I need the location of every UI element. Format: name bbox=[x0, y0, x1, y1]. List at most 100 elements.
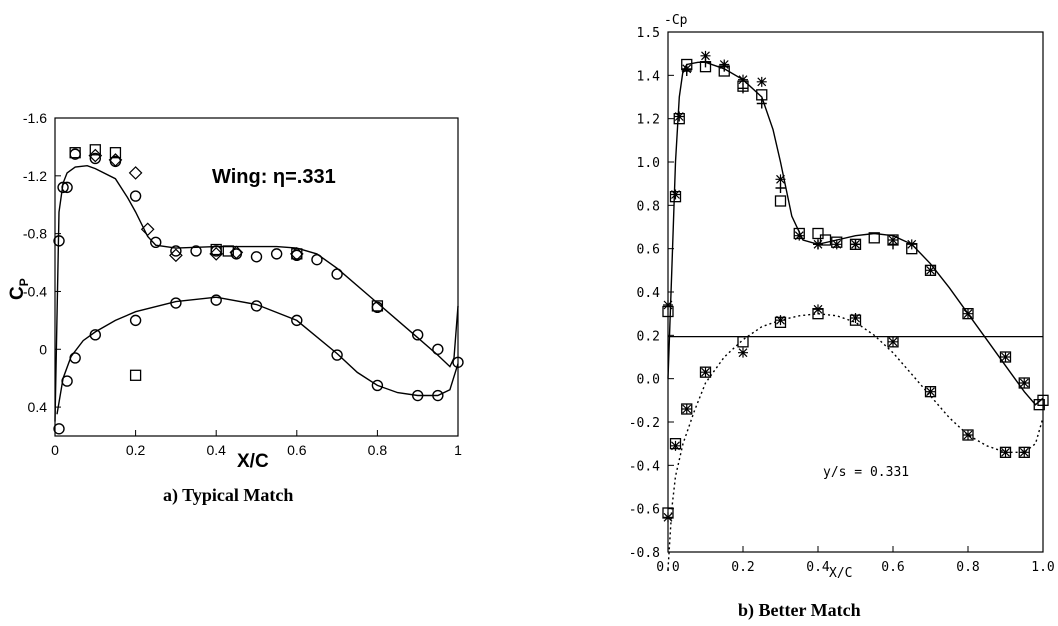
b-star-marker bbox=[1000, 447, 1011, 458]
a-circle-marker bbox=[150, 236, 162, 249]
b-star-marker bbox=[794, 230, 805, 241]
b-x-tick-label: 0.4 bbox=[806, 560, 830, 575]
panel-a-markers bbox=[53, 144, 464, 435]
panel-a-y-ticks: -1.6 -1.2 -0.8 -0.4 0 0.4 bbox=[23, 110, 61, 415]
b-star-marker bbox=[756, 76, 767, 87]
svg-text:CP: CP bbox=[7, 278, 31, 300]
b-star-marker bbox=[1019, 447, 1030, 458]
panel-a-curves bbox=[54, 164, 459, 422]
b-y-tick-label: 1.5 bbox=[637, 26, 660, 41]
a-circle-marker bbox=[412, 329, 424, 341]
a-y-tick-label: -1.2 bbox=[23, 168, 47, 184]
panel-b-chart: 0.0 0.2 0.4 0.6 0.8 1.0 -0.8 -0.6 -0.4 -0.2 0.0 0.… bbox=[629, 13, 1055, 581]
b-lower-curve bbox=[667, 312, 1044, 570]
panel-a-annotation: Wing: η=.331 bbox=[212, 166, 336, 188]
a-circle-marker bbox=[210, 294, 222, 306]
b-plus-marker bbox=[738, 83, 748, 94]
panel-b-caption: b) Better Match bbox=[738, 600, 861, 620]
a-x-tick-label: 0.8 bbox=[368, 442, 388, 458]
a-y-tick-label: -0.4 bbox=[23, 283, 47, 299]
a-diamond-marker bbox=[128, 166, 143, 180]
b-star-marker bbox=[738, 347, 748, 358]
b-star-marker bbox=[663, 300, 673, 310]
a-circle-marker bbox=[57, 181, 69, 194]
b-plus-marker bbox=[700, 57, 711, 68]
a-circle-marker bbox=[89, 329, 102, 341]
b-star-marker bbox=[775, 174, 786, 185]
b-star-marker bbox=[674, 111, 685, 122]
b-x-tick-label: 0.6 bbox=[881, 560, 904, 575]
a-diamond-marker bbox=[108, 153, 123, 167]
a-circle-marker bbox=[452, 356, 464, 368]
panel-a-caption: a) Typical Match bbox=[163, 485, 294, 505]
a-square-marker bbox=[222, 245, 234, 257]
b-y-tick-label: -0.4 bbox=[629, 459, 660, 474]
b-y-tick-label: -0.8 bbox=[629, 546, 660, 561]
a-circle-marker bbox=[89, 152, 102, 165]
panel-a-plot-frame bbox=[54, 117, 459, 437]
a-diamond-marker bbox=[169, 248, 183, 263]
a-square-marker bbox=[89, 144, 101, 156]
a-circle-marker bbox=[190, 245, 202, 257]
a-y-tick-label: -0.8 bbox=[23, 226, 47, 242]
b-star-marker bbox=[670, 440, 681, 451]
b-star-marker bbox=[663, 512, 673, 523]
a-circle-marker bbox=[170, 297, 182, 309]
b-star-marker bbox=[775, 315, 786, 326]
a-circle-marker bbox=[129, 314, 142, 327]
b-y-tick-label: -0.2 bbox=[629, 416, 660, 431]
a-x-tick-label: 0.4 bbox=[206, 442, 226, 458]
b-y-tick-label: 0.2 bbox=[637, 329, 660, 344]
a-circle-marker bbox=[61, 181, 73, 194]
a-circle-marker bbox=[412, 389, 424, 402]
panel-a-y-axis-label-main: C bbox=[7, 286, 28, 300]
a-circle-marker bbox=[371, 379, 384, 392]
panel-a-x-axis-label: X/C bbox=[237, 451, 269, 472]
a-y-tick-label: -1.6 bbox=[23, 110, 47, 126]
b-plus-marker bbox=[888, 239, 898, 250]
b-square-marker bbox=[868, 232, 880, 244]
b-square-marker bbox=[737, 336, 749, 348]
b-star-marker bbox=[906, 239, 917, 250]
b-square-marker bbox=[1033, 399, 1045, 411]
a-circle-marker bbox=[53, 423, 65, 435]
b-star-marker bbox=[888, 336, 898, 347]
panel-b-curves bbox=[667, 61, 1044, 570]
b-star-marker bbox=[963, 430, 973, 440]
b-y-tick-label: 0.0 bbox=[637, 373, 660, 388]
panel-b-x-axis-label: X/C bbox=[829, 566, 852, 581]
b-y-tick-label: 1.4 bbox=[637, 69, 661, 84]
panel-b-markers bbox=[662, 50, 1049, 523]
a-upper-curve bbox=[54, 164, 459, 422]
panel-a-y-axis-label: CP bbox=[7, 278, 31, 300]
b-x-tick-label: 0.2 bbox=[731, 560, 754, 575]
b-y-tick-label: 1.0 bbox=[637, 156, 660, 171]
a-square-marker bbox=[129, 369, 142, 381]
b-star-marker bbox=[700, 367, 711, 378]
a-circle-marker bbox=[432, 343, 444, 355]
a-diamond-marker bbox=[209, 247, 224, 261]
a-circle-marker bbox=[311, 253, 323, 266]
a-x-tick-label: 1 bbox=[454, 442, 462, 458]
panel-a-chart: 0 0.2 0.4 0.6 0.8 1 -1.6 -1.2 -0.8 -0.4 0 0.4 Wing… bbox=[7, 110, 464, 472]
a-circle-marker bbox=[250, 300, 263, 312]
b-star-marker bbox=[681, 404, 692, 414]
a-y-tick-label: 0 bbox=[39, 341, 47, 357]
b-star-marker bbox=[1019, 378, 1030, 388]
b-plus-marker bbox=[681, 66, 692, 76]
a-circle-marker bbox=[432, 389, 444, 402]
a-square-marker bbox=[291, 248, 303, 260]
a-circle-marker bbox=[69, 352, 81, 364]
a-diamond-marker bbox=[289, 247, 304, 261]
b-square-marker bbox=[812, 227, 824, 240]
b-plus-marker bbox=[756, 98, 767, 109]
panel-b-title: -Cp bbox=[664, 13, 688, 28]
b-star-marker bbox=[850, 313, 861, 323]
a-circle-marker bbox=[61, 375, 73, 387]
a-lower-curve bbox=[56, 296, 459, 415]
a-diamond-marker bbox=[229, 245, 244, 260]
panel-a-x-ticks: 0 0.2 0.4 0.6 0.8 1 bbox=[51, 430, 462, 458]
a-circle-marker bbox=[170, 245, 182, 257]
b-plus-marker bbox=[813, 239, 823, 250]
